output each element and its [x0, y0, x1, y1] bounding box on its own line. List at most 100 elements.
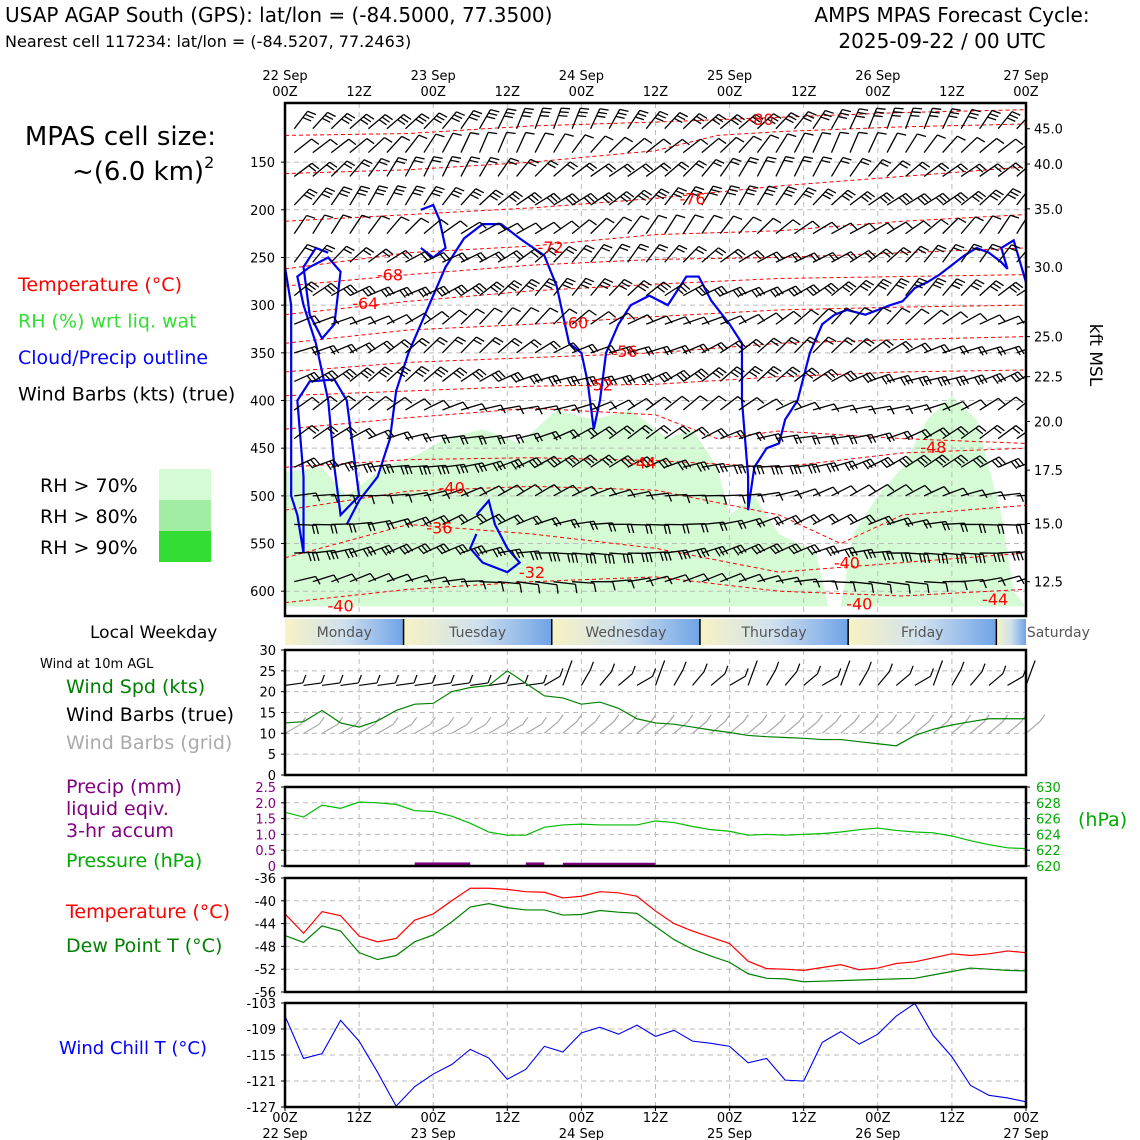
- wind-barb: [886, 132, 907, 153]
- wind-barb: [590, 552, 615, 564]
- wind-barb-grid: [766, 714, 786, 734]
- wind-barb: [738, 543, 766, 555]
- wind-barb: [794, 435, 821, 445]
- weekday-label: Friday: [901, 625, 943, 641]
- wind-barb: [497, 484, 525, 497]
- wind-barb: [831, 546, 858, 558]
- wind-barb-grid: [599, 714, 620, 734]
- wind-barb: [608, 312, 636, 325]
- wind-barb: [293, 424, 320, 440]
- wind-barb-grid: [636, 714, 657, 734]
- wind-barb: [757, 398, 784, 411]
- wind-barb: [442, 435, 469, 445]
- wind-barb: [942, 552, 967, 564]
- wind-barb: [886, 430, 914, 441]
- wind-barb: [942, 345, 970, 355]
- wind-barb: [608, 243, 631, 263]
- wind-barb: [923, 134, 946, 153]
- wind-barb: [571, 402, 599, 412]
- wind-barb: [886, 374, 914, 386]
- wind-barb: [368, 463, 395, 475]
- wind-barb: [497, 307, 521, 325]
- wind-barb: [405, 492, 432, 502]
- wind-barb: [460, 283, 487, 297]
- top-axis-date: 22 Sep: [262, 69, 307, 84]
- wind-barb: [1016, 523, 1026, 526]
- weekday-band: [996, 619, 1026, 645]
- wind-barb: [460, 462, 488, 473]
- wind-barb: [534, 405, 562, 415]
- wind-barb: [646, 345, 673, 356]
- wind-barb: [590, 217, 615, 235]
- wind-barb-grid: [284, 716, 307, 734]
- wind-barb: [312, 523, 338, 534]
- wind-barb: [404, 156, 425, 177]
- wind-barb: [812, 513, 840, 526]
- weekday-band: [848, 619, 997, 645]
- temperature-label: -40: [834, 554, 860, 573]
- wind-barb: [831, 189, 856, 206]
- wind-barb: [646, 492, 673, 502]
- wind-barb: [405, 312, 432, 325]
- wind-barb: [682, 426, 710, 440]
- wind-barb: [960, 399, 988, 411]
- wind-barb-grid: [914, 714, 935, 734]
- wind-barb: [886, 192, 913, 206]
- wind-barb: [683, 573, 710, 583]
- wind-barb: [682, 214, 704, 234]
- wind-barb: [701, 395, 727, 411]
- bottom-axis-hour: 00Z: [420, 1111, 446, 1126]
- wind-barb: [960, 190, 987, 206]
- wind-barb: [905, 342, 932, 354]
- wind-barb: [404, 113, 430, 130]
- wind-barb: [867, 107, 886, 129]
- wind-barb: [368, 494, 394, 504]
- legend-label: Temperature (°C): [17, 274, 182, 296]
- wind-barb: [349, 494, 376, 505]
- wind-barb: [960, 163, 987, 177]
- wind-barb: [553, 277, 576, 297]
- wind-barb: [830, 131, 850, 153]
- wind-barb: [330, 284, 358, 297]
- wind-barb: [608, 216, 633, 235]
- wind-barb: [571, 309, 597, 325]
- wind-barb: [961, 552, 986, 564]
- wind-barb: [979, 397, 1006, 411]
- wind-barb: [460, 110, 483, 130]
- temperature-contour: [285, 304, 1026, 344]
- wind-barb: [924, 552, 949, 564]
- wind-barb: [701, 247, 727, 263]
- rh-legend-swatch: [159, 500, 211, 531]
- wind-barb: [664, 369, 691, 382]
- wind-barb-true: [692, 663, 708, 686]
- temperature-label: -40: [439, 478, 465, 497]
- wind-barb: [330, 138, 357, 154]
- wind-barb: [479, 546, 506, 558]
- wind-barb: [423, 464, 450, 475]
- wind-barb: [293, 396, 320, 411]
- wind-barb: [1016, 250, 1026, 263]
- bottom-axis-hour: 12Z: [495, 1111, 521, 1126]
- temperature-label: -72: [537, 238, 563, 257]
- wind-barb: [386, 249, 413, 263]
- wind-barb: [405, 465, 431, 475]
- wind-barb: [979, 456, 1006, 468]
- wind-barb-true: [580, 661, 594, 686]
- top-axis-hour: 12Z: [939, 85, 965, 100]
- wind-barb-true: [784, 663, 801, 686]
- wind-barb: [756, 113, 782, 130]
- wind-barb: [478, 109, 500, 130]
- top-axis-hour: 00Z: [1013, 85, 1039, 100]
- wind-barb-true: [914, 668, 934, 686]
- wind-barb: [830, 108, 852, 130]
- wind-barb: [534, 516, 562, 527]
- wind-barb: [627, 397, 654, 411]
- wind-barb-true: [321, 674, 344, 687]
- wind-barb: [719, 157, 742, 177]
- wind-barb: [812, 131, 832, 153]
- wind-barb: [349, 185, 371, 206]
- wind-barb-grid: [469, 716, 492, 734]
- cell-size-main: ~(6.0 km): [72, 157, 204, 187]
- wind-barb: [479, 513, 506, 526]
- wind-barb: [664, 214, 686, 234]
